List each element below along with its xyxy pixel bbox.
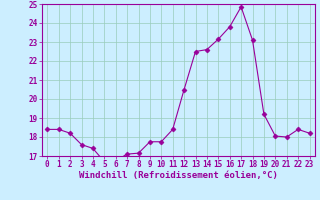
- X-axis label: Windchill (Refroidissement éolien,°C): Windchill (Refroidissement éolien,°C): [79, 171, 278, 180]
